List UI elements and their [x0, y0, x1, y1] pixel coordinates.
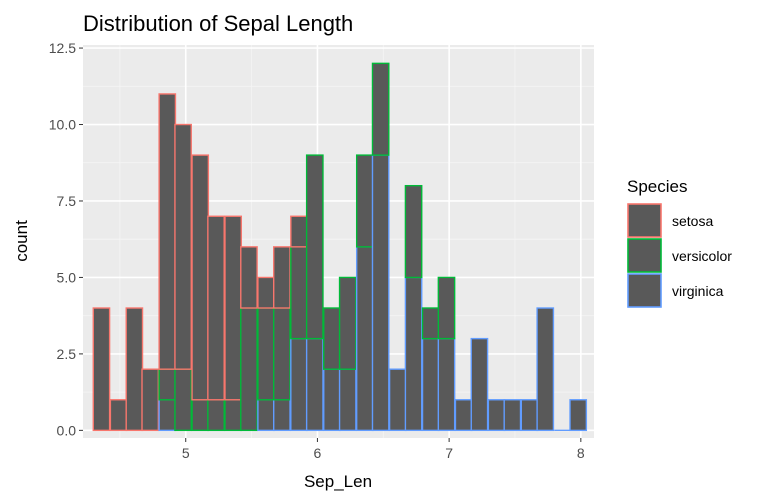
legend-label-versicolor: versicolor [672, 248, 732, 264]
bar-versicolor [323, 307, 341, 370]
bar-virginica [454, 399, 473, 432]
bar-virginica [388, 368, 407, 432]
legend-key-virginica [627, 273, 662, 308]
bar-versicolor [174, 368, 192, 432]
bar-virginica [404, 276, 423, 432]
bar-virginica [158, 399, 177, 432]
bar-virginica [437, 337, 456, 432]
bar-versicolor [240, 307, 258, 432]
bar-versicolor [257, 307, 275, 401]
bar-virginica [569, 399, 588, 432]
bar-setosa [290, 215, 308, 248]
bar-setosa [174, 123, 192, 370]
legend-label-setosa: setosa [672, 213, 713, 229]
legend: Species setosa versicolor virginica [627, 177, 732, 308]
legend-key-versicolor [627, 238, 662, 273]
bar-virginica [536, 307, 555, 432]
bar-versicolor [224, 399, 243, 432]
y-tick-label: 12.5 [49, 40, 76, 56]
bar-setosa [191, 154, 210, 401]
y-axis-title: count [12, 220, 31, 262]
bar-versicolor [290, 246, 308, 340]
bar-versicolor [355, 154, 374, 248]
chart-title: Distribution of Sepal Length [83, 11, 353, 36]
bar-versicolor [437, 276, 456, 340]
bar-virginica [273, 399, 291, 432]
x-axis-title: Sep_Len [304, 472, 372, 491]
legend-key-setosa [627, 203, 662, 238]
bar-virginica [257, 399, 275, 432]
bar-virginica [487, 399, 506, 432]
bar-virginica [323, 368, 341, 432]
bar-setosa [273, 246, 291, 309]
x-axis: 5 6 7 8 [182, 438, 585, 461]
bar-versicolor [191, 399, 210, 432]
bar-setosa [158, 93, 177, 370]
y-axis: 0.0 2.5 5.0 7.5 10.0 12.5 [49, 40, 83, 438]
x-tick-label: 5 [182, 445, 190, 461]
bar-setosa [125, 307, 144, 432]
bar-virginica [371, 154, 390, 432]
bar-virginica [470, 337, 489, 432]
bar-versicolor [421, 307, 440, 340]
y-tick-label: 7.5 [57, 193, 77, 209]
bar-setosa [224, 215, 243, 401]
bars [92, 62, 588, 432]
bar-versicolor [371, 62, 390, 156]
bar-setosa [92, 307, 111, 432]
y-tick-label: 5.0 [57, 269, 77, 285]
bar-virginica [338, 368, 357, 432]
bar-versicolor [207, 399, 225, 432]
bar-versicolor [305, 154, 324, 340]
bar-versicolor [404, 184, 423, 279]
legend-label-virginica: virginica [672, 283, 724, 299]
y-tick-label: 10.0 [49, 117, 76, 133]
bar-virginica [305, 337, 324, 432]
bar-virginica [355, 246, 374, 432]
bar-setosa [141, 368, 160, 432]
bar-virginica [520, 399, 539, 432]
y-tick-label: 2.5 [57, 346, 77, 362]
bar-versicolor [273, 307, 291, 401]
x-tick-label: 7 [445, 445, 453, 461]
bar-setosa [240, 246, 258, 309]
y-tick-label: 0.0 [57, 422, 77, 438]
bar-setosa [109, 399, 128, 432]
bar-versicolor [158, 368, 177, 401]
bar-versicolor [338, 276, 357, 370]
legend-title: Species [627, 177, 687, 196]
x-tick-label: 6 [314, 445, 322, 461]
bar-setosa [257, 276, 275, 309]
x-tick-label: 8 [577, 445, 585, 461]
bar-virginica [421, 337, 440, 432]
bar-virginica [290, 337, 308, 432]
bar-setosa [207, 215, 225, 401]
bar-virginica [503, 399, 522, 432]
